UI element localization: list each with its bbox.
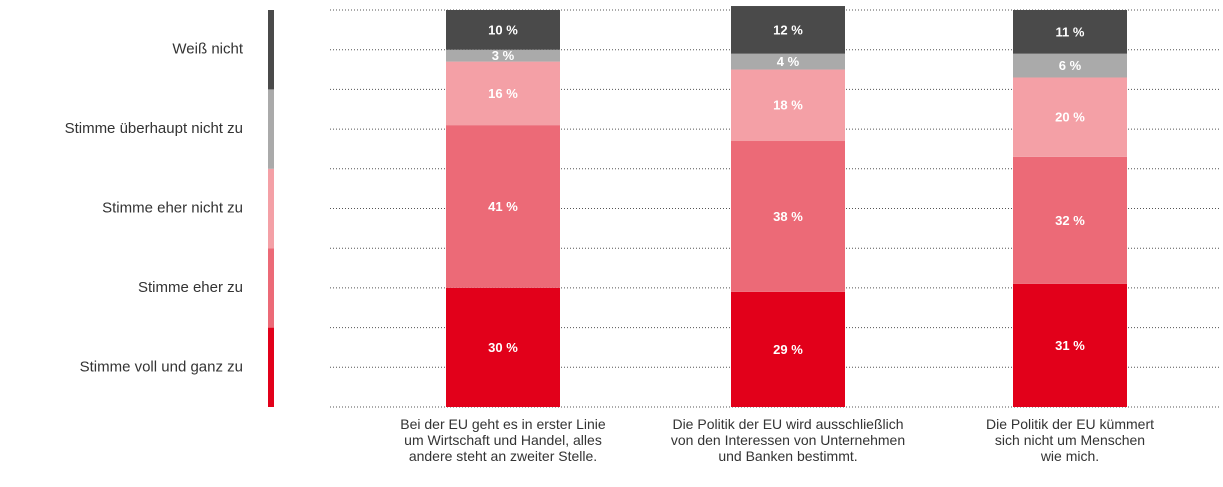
legend-label: Stimme voll und ganz zu bbox=[80, 358, 243, 375]
value-label: 31 % bbox=[1055, 338, 1085, 353]
x-tick-label: Bei der EU geht es in erster Linie um Wi… bbox=[400, 416, 606, 464]
bar-segment bbox=[446, 10, 560, 50]
value-label: 32 % bbox=[1055, 213, 1085, 228]
x-tick-label: Die Politik der EU wird ausschließlich v… bbox=[670, 416, 906, 464]
value-label: 30 % bbox=[488, 340, 518, 355]
value-label: 6 % bbox=[1059, 58, 1082, 73]
bar-segment bbox=[1013, 283, 1127, 407]
value-label: 4 % bbox=[777, 54, 800, 69]
bar-segment bbox=[731, 291, 845, 407]
bar-segment bbox=[731, 141, 845, 292]
bar-segment bbox=[1013, 10, 1127, 54]
value-label: 20 % bbox=[1055, 110, 1085, 125]
bar-segment bbox=[1013, 53, 1127, 78]
bar-segment bbox=[446, 287, 560, 407]
legend-label: Stimme überhaupt nicht zu bbox=[65, 120, 243, 137]
legend-swatch bbox=[268, 89, 274, 169]
bar-segment bbox=[1013, 77, 1127, 157]
value-label: 16 % bbox=[488, 86, 518, 101]
legend-label: Stimme eher nicht zu bbox=[102, 199, 243, 216]
bar-segment bbox=[1013, 156, 1127, 284]
legend-swatch bbox=[268, 168, 274, 249]
legend-swatch bbox=[268, 10, 274, 90]
bar-segment bbox=[446, 49, 560, 62]
value-label: 41 % bbox=[488, 199, 518, 214]
value-label: 18 % bbox=[773, 98, 803, 113]
legend-label: Stimme eher zu bbox=[138, 279, 243, 296]
value-label: 29 % bbox=[773, 342, 803, 357]
value-label: 11 % bbox=[1056, 24, 1085, 39]
legend-swatch bbox=[268, 248, 274, 328]
bar-segment bbox=[731, 53, 845, 70]
bar-segment bbox=[446, 125, 560, 288]
value-label: 38 % bbox=[773, 209, 803, 224]
value-label: 10 % bbox=[488, 22, 518, 37]
x-tick-label: Die Politik der EU kümmert sich nicht um… bbox=[985, 416, 1155, 464]
bar-segment bbox=[731, 69, 845, 142]
value-label: 12 % bbox=[773, 22, 803, 37]
legend-swatch bbox=[268, 327, 274, 407]
bar-segment bbox=[446, 61, 560, 126]
legend-label: Weiß nicht bbox=[172, 41, 243, 58]
bar-segment bbox=[731, 6, 845, 54]
value-label: 3 % bbox=[492, 48, 515, 63]
